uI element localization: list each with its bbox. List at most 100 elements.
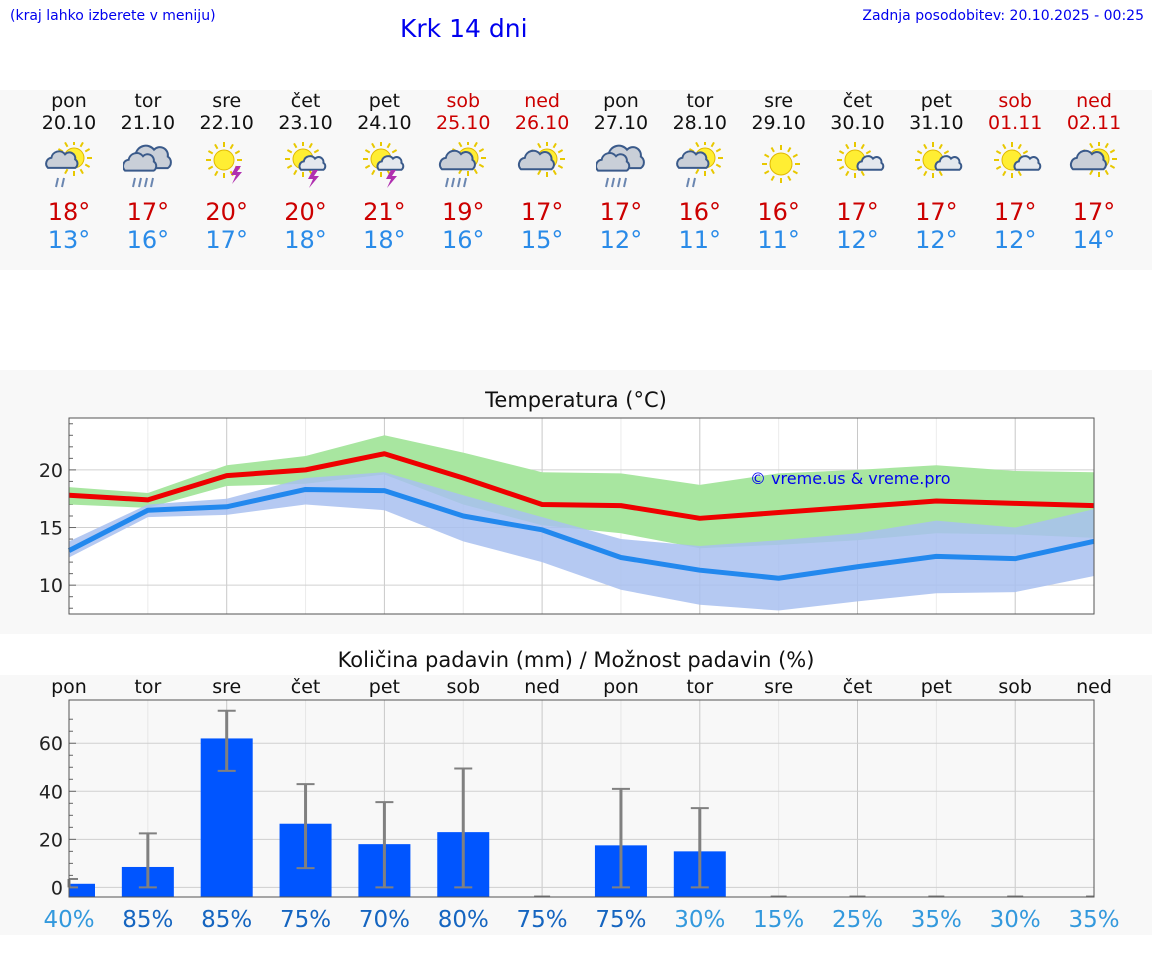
x-tick-label: pon <box>51 676 87 698</box>
x-tick-label: sob <box>998 676 1032 698</box>
max-temperature: 20° <box>205 198 248 226</box>
max-temperature-line <box>68 451 1095 521</box>
day-name: tor <box>134 90 162 112</box>
precipitation-chart: pon tor sre čet pet sob ned pon tor sre čet pet sob n… <box>39 676 1120 933</box>
cloud-heavy-rain-icon <box>122 144 172 188</box>
precipitation-probability: 15% <box>753 907 804 933</box>
precipitation-probability: 35% <box>911 907 962 933</box>
sun-cloud-thunderstorm-icon <box>284 142 326 188</box>
x-tick-label: sre <box>212 676 241 698</box>
min-temperature: 16° <box>126 226 170 254</box>
forecast-day: pet 31.10 17° 12° <box>897 90 975 268</box>
min-temperature: 14° <box>1072 226 1116 254</box>
precipitation-probability: 25% <box>832 907 883 933</box>
day-name: ned <box>1076 90 1112 112</box>
max-temperature: 17° <box>993 198 1037 226</box>
min-temperature: 12° <box>599 226 643 254</box>
min-temperature: 15° <box>520 226 564 254</box>
day-date: 01.11 <box>987 112 1043 134</box>
min-temperature: 12° <box>836 226 879 254</box>
sun-thunderstorm-icon <box>205 142 242 184</box>
day-date: 24.10 <box>357 112 412 134</box>
forecast-day: tor 21.10 17° 16° <box>109 90 187 268</box>
max-temperature: 17° <box>126 198 170 226</box>
x-tick-label: pet <box>921 676 952 698</box>
max-temperature: 16° <box>678 198 722 226</box>
max-temperature: 16° <box>757 198 800 226</box>
forecast-day: pon 27.10 17° 12° <box>582 90 660 268</box>
day-name: sob <box>446 90 481 112</box>
precipitation-probability: 75% <box>595 907 646 933</box>
max-temperature: 17° <box>1072 198 1116 226</box>
plot-frame <box>68 417 1095 615</box>
min-temperature: 13° <box>47 226 91 254</box>
sun-cloud-rain-icon <box>676 142 723 188</box>
last-update: Zadnja posodobitev: 20.10.2025 - 00:25 <box>862 8 1144 24</box>
max-temperature: 18° <box>47 198 91 226</box>
y-tick-label: 20 <box>39 829 63 851</box>
day-date: 30.10 <box>830 112 885 134</box>
min-temperature: 11° <box>757 226 800 254</box>
max-temperature: 17° <box>915 198 958 226</box>
precipitation-probability: 35% <box>1068 907 1119 933</box>
day-date: 29.10 <box>751 112 806 134</box>
forecast-day: sre 29.10 16° 11° <box>740 90 818 268</box>
x-tick-label: čet <box>291 676 321 698</box>
day-name: čet <box>290 90 321 112</box>
precipitation-probability: 80% <box>438 907 489 933</box>
precipitation-probability: 70% <box>359 907 410 933</box>
day-name: čet <box>842 90 873 112</box>
y-tick-label: 0 <box>51 877 63 899</box>
y-tick-label: 40 <box>39 781 63 803</box>
day-name: pon <box>603 90 639 112</box>
min-temperature: 17° <box>205 226 248 254</box>
forecast-day: ned 26.10 17° 15° <box>503 90 581 268</box>
page-title: Krk 14 dni <box>400 14 528 43</box>
precipitation-probability: 75% <box>517 907 568 933</box>
y-tick-label: 60 <box>39 733 63 755</box>
max-temperature: 20° <box>284 198 327 226</box>
plot-frame <box>68 699 1095 898</box>
x-tick-label: sre <box>764 676 793 698</box>
min-temperature: 12° <box>915 226 958 254</box>
precipitation-probability: 85% <box>122 907 173 933</box>
min-temperature: 18° <box>363 226 406 254</box>
day-date: 27.10 <box>593 112 649 134</box>
forecast-day: sob 01.11 17° 12° <box>976 90 1054 268</box>
forecast-day: pet 24.10 21° 18° <box>345 90 423 268</box>
sun-cloud-thunderstorm-icon <box>363 142 405 188</box>
day-date: 28.10 <box>672 112 727 134</box>
y-tick-label: 10 <box>39 575 63 597</box>
precipitation-probability: 30% <box>990 907 1041 933</box>
x-tick-label: tor <box>134 676 161 698</box>
forecast-day: čet 23.10 20° 18° <box>267 90 345 268</box>
min-temperature-line <box>67 486 1095 581</box>
cloud-heavy-rain-icon <box>595 144 645 188</box>
temperature-chart: 10 15 20 © vreme.us & vreme.pro <box>39 417 1095 615</box>
day-name: sre <box>764 90 794 112</box>
watermark: © vreme.us & vreme.pro <box>750 469 951 488</box>
forecast-day: ned 02.11 17° 14° <box>1055 90 1133 268</box>
min-temperature: 11° <box>678 226 722 254</box>
y-tick-label: 15 <box>39 518 63 540</box>
day-name: sob <box>998 90 1032 112</box>
x-tick-label: ned <box>524 676 560 698</box>
location-hint: (kraj lahko izberete v meniju) <box>10 8 216 24</box>
temperature-chart-title: Temperatura (°C) <box>485 388 667 412</box>
max-temperature: 19° <box>441 198 485 226</box>
precipitation-bar <box>69 883 95 897</box>
forecast-day: sob 25.10 19° 16° <box>424 90 502 268</box>
sun-small-cloud-icon <box>836 142 884 178</box>
max-temperature: 17° <box>599 198 643 226</box>
precipitation-chart-title: Količina padavin (mm) / Možnost padavin … <box>337 648 815 672</box>
sun-cloud-icon <box>518 142 566 177</box>
day-date: 26.10 <box>514 112 570 134</box>
sun-cloud-icon <box>1070 142 1118 177</box>
y-tick-label: 20 <box>39 460 63 482</box>
day-name: pet <box>920 90 952 112</box>
x-tick-label: tor <box>686 676 713 698</box>
x-tick-label: čet <box>843 676 873 698</box>
day-date: 22.10 <box>199 112 254 134</box>
x-tick-label: pon <box>603 676 639 698</box>
day-name: tor <box>686 90 714 112</box>
